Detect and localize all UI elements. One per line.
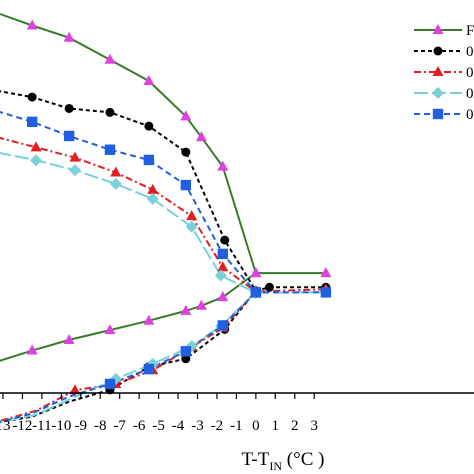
series-3-upper-point-6 <box>186 210 198 221</box>
legend-marker-4 <box>432 87 444 99</box>
x-tick-label-9: -5 <box>152 418 165 434</box>
series-3-upper-point-7 <box>217 261 229 272</box>
legend-label-2: 0 <box>466 44 474 60</box>
series-3-upper-point-4 <box>110 166 122 177</box>
series-2-upper-point-7 <box>220 235 230 245</box>
legend-marker-1 <box>432 24 444 34</box>
series-5-upper-line <box>0 111 326 294</box>
series-4-upper-point-2 <box>30 154 43 167</box>
series-1-upper-line <box>0 12 326 275</box>
legend-marker-2 <box>433 46 443 56</box>
x-tick-label-10: -4 <box>172 418 185 434</box>
series-3-upper-line <box>0 136 326 293</box>
series-5-lower-point-5 <box>104 378 116 390</box>
x-tick-label-8: -6 <box>133 418 146 434</box>
series-3-upper-point-2 <box>30 141 42 152</box>
series-1-lower-point-8 <box>26 344 38 355</box>
x-tick-label-6: -8 <box>94 418 107 434</box>
series-4-upper-point-5 <box>146 192 159 205</box>
series-2-lower-line <box>0 290 257 424</box>
series-5-upper-point-9 <box>320 287 332 298</box>
series-3-lower-line <box>0 290 257 422</box>
legend-marker-3 <box>432 66 444 76</box>
series-1-lower-point-6 <box>104 324 116 335</box>
series-5-upper-point-6 <box>180 179 192 191</box>
series-1-upper-point-4 <box>104 53 116 64</box>
series-2-upper-point-3 <box>64 103 74 113</box>
series-1-lower-point-1 <box>250 267 262 278</box>
series-5-lower-point-4 <box>143 363 155 375</box>
series-5-upper-point-3 <box>63 130 75 142</box>
series-5-upper-point-5 <box>143 154 155 166</box>
series-2-lower-point-3 <box>181 354 191 364</box>
series-3-upper-point-3 <box>69 151 81 162</box>
series-5-upper-point-7 <box>217 248 228 260</box>
series-1-lower-point-5 <box>143 314 155 325</box>
legend-marker-5 <box>432 108 444 120</box>
legend-label-4: 0 <box>466 86 474 102</box>
series-4-upper-point-7 <box>214 269 227 282</box>
series-4-upper-point-3 <box>68 164 81 177</box>
series-1-upper-point-6 <box>180 110 192 121</box>
series-1-upper-point-7 <box>195 131 207 142</box>
series-4-lower-line <box>0 292 257 424</box>
series-2-upper-line <box>0 90 326 292</box>
x-tick-label-12: -2 <box>211 418 224 434</box>
series-1-lower-line <box>0 272 257 362</box>
series-2-upper-point-4 <box>105 107 115 117</box>
x-tick-label-5: -9 <box>75 418 88 434</box>
x-tick-label-1: 13 <box>0 418 11 434</box>
legend-label-1: F <box>466 23 474 39</box>
x-tick-label-16: 2 <box>291 418 299 434</box>
series-1-upper-point-2 <box>26 19 38 30</box>
x-tick-label-4: -10 <box>51 418 71 434</box>
series-5-upper-point-4 <box>104 144 116 155</box>
series-1-upper-point-5 <box>143 74 155 85</box>
x-tick-label-2: -12 <box>12 418 32 434</box>
x-tick-label-14: 0 <box>252 418 260 434</box>
series-1-lower-point-4 <box>180 304 192 315</box>
x-tick-label-7: -7 <box>113 418 126 434</box>
series-5-lower-point-1 <box>250 287 262 298</box>
x-axis-label: T-TIN (°C ) <box>242 449 325 473</box>
legend: F 0 0 0 0 <box>403 18 474 130</box>
series-1-upper-point-8 <box>217 160 229 171</box>
series-3-lower-point-6 <box>69 384 81 395</box>
legend-label-5: 0 <box>466 107 474 123</box>
series-5-lower-point-2 <box>217 320 228 331</box>
series-layer <box>0 12 332 424</box>
series-1-lower-point-3 <box>195 299 207 310</box>
legend-label-3: 0 <box>466 65 474 81</box>
x-tick-label-11: -3 <box>191 418 204 434</box>
series-5-upper-point-2 <box>26 116 38 128</box>
series-1-upper-point-3 <box>63 31 75 42</box>
series-3-upper-point-5 <box>147 183 159 194</box>
x-tick-label-15: 1 <box>272 418 280 434</box>
series-4-upper-point-6 <box>185 220 198 233</box>
series-5-lower-line <box>0 291 257 423</box>
series-2-upper-point-2 <box>27 92 37 102</box>
x-tick-label-17: 3 <box>310 418 318 434</box>
series-5-lower-point-3 <box>180 346 192 357</box>
series-1-lower-point-2 <box>217 291 229 302</box>
series-2-upper-point-5 <box>144 121 154 131</box>
series-1-lower-point-7 <box>63 333 75 344</box>
x-tick-label-3: -11 <box>32 418 51 434</box>
series-2-upper-point-9 <box>264 282 274 292</box>
x-tick-label-13: -1 <box>230 418 243 434</box>
series-4-upper-point-4 <box>109 177 122 190</box>
series-2-upper-point-6 <box>181 147 191 157</box>
series-1-upper-point-10 <box>320 267 332 278</box>
series-4-upper-line <box>0 152 326 294</box>
